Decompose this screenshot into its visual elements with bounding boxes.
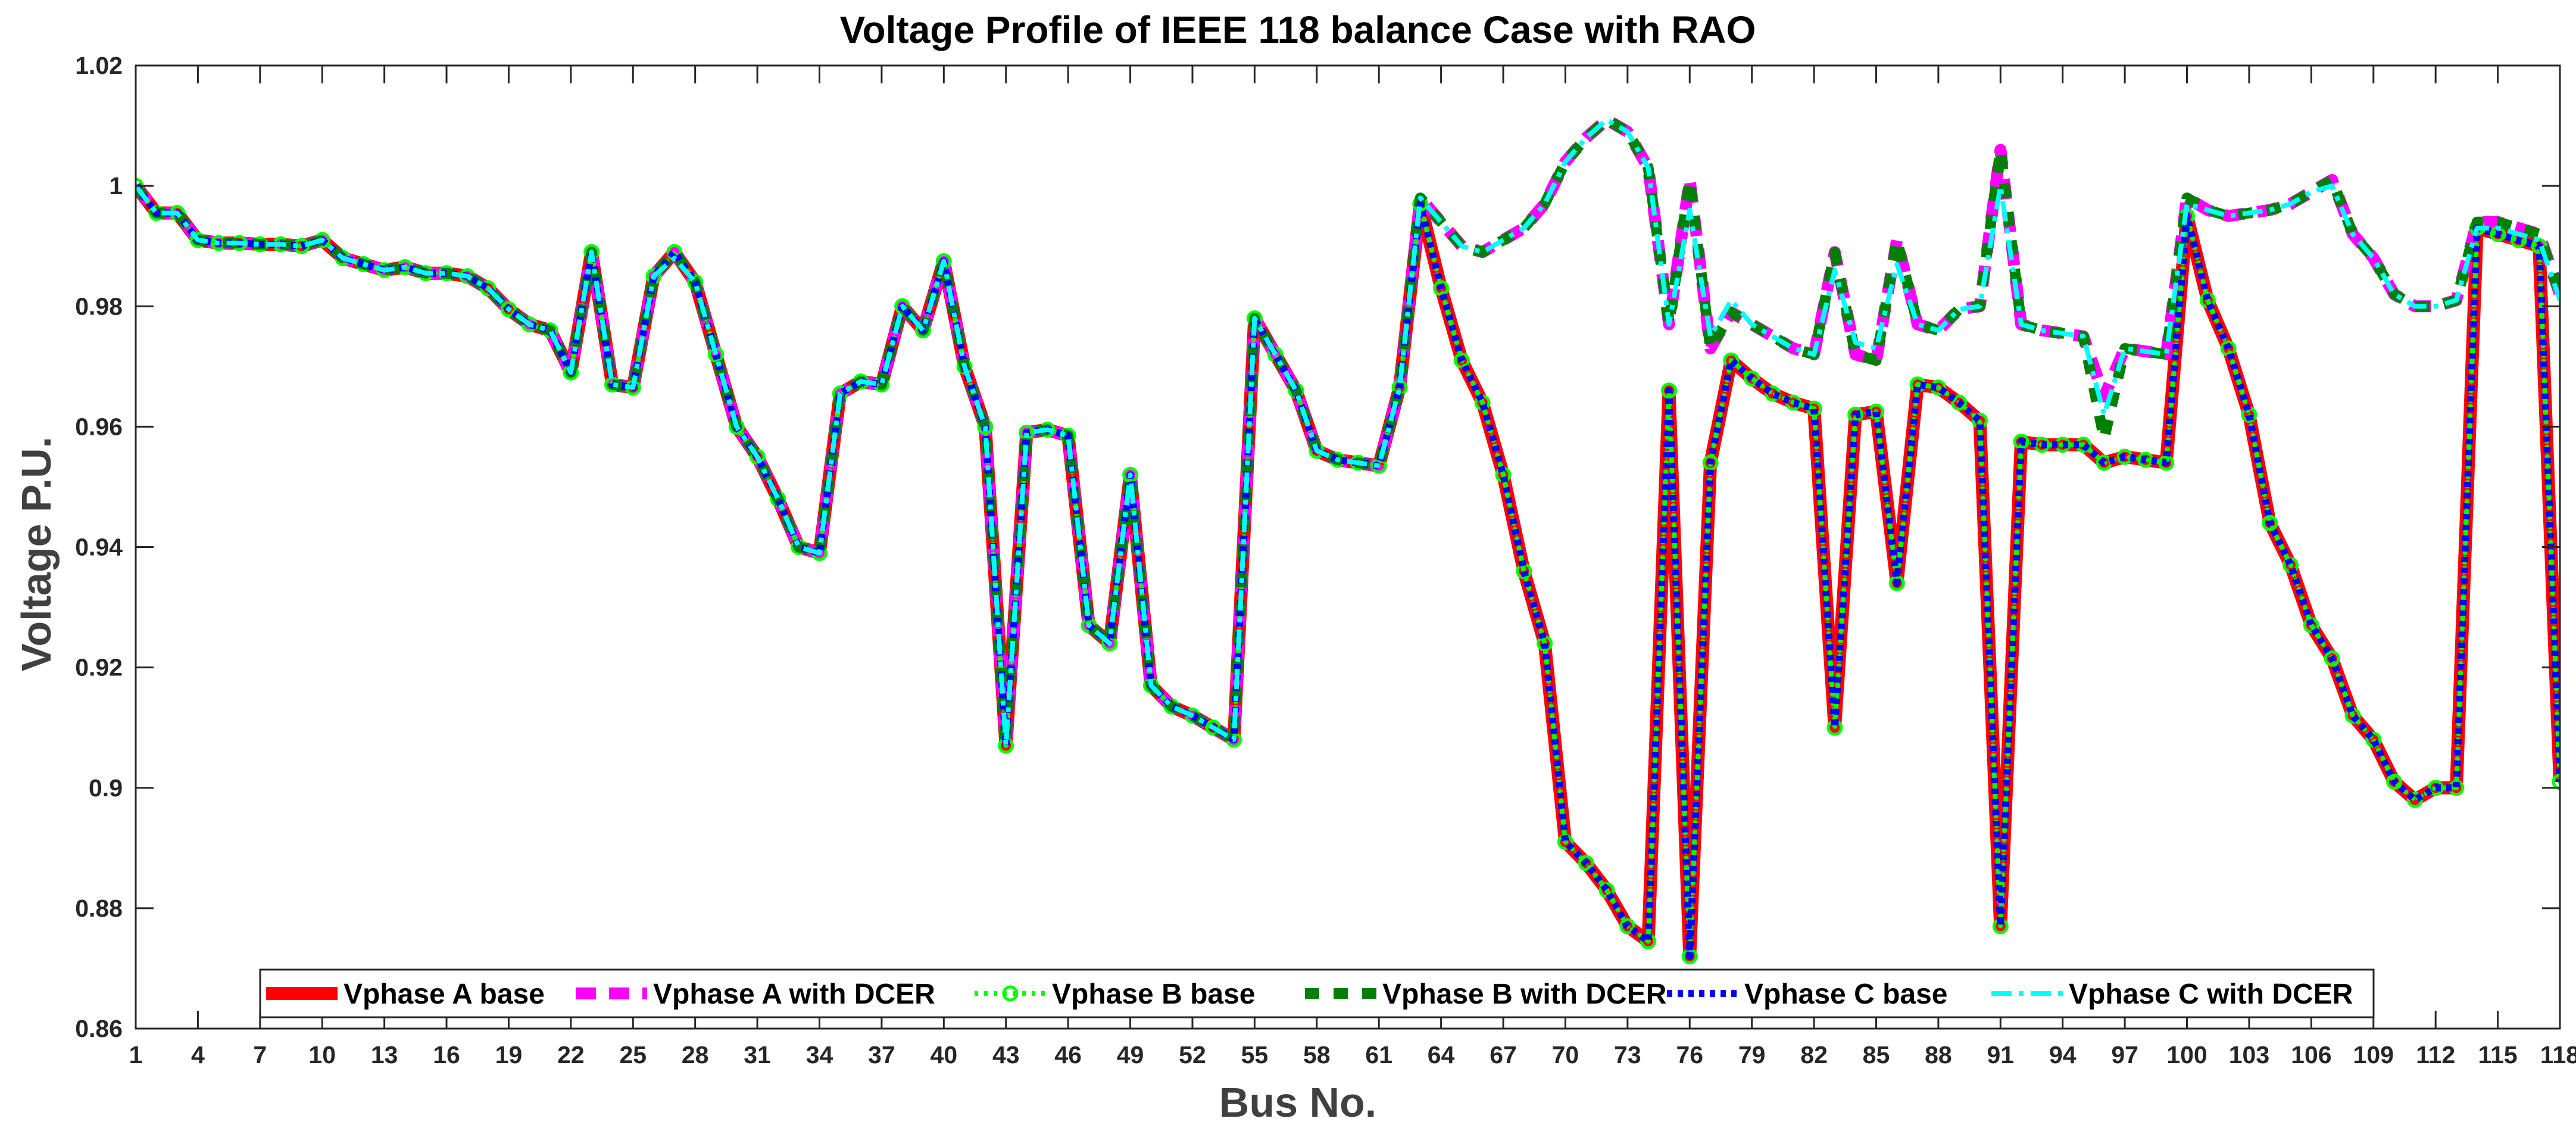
legend-label: Vphase B with DCER xyxy=(1382,979,1666,1010)
legend-label: Vphase A with DCER xyxy=(653,979,935,1010)
series-vphase-c-with-dcer xyxy=(136,117,2560,748)
y-tick-label: 1.02 xyxy=(75,52,123,79)
x-tick-label: 25 xyxy=(619,1041,647,1068)
x-tick-label: 94 xyxy=(2049,1041,2077,1068)
x-tick-label: 88 xyxy=(1925,1041,1952,1068)
legend-label: Vphase C with DCER xyxy=(2069,979,2353,1010)
x-tick-label: 70 xyxy=(1552,1041,1579,1068)
x-tick-label: 7 xyxy=(253,1041,267,1068)
legend-label: Vphase A base xyxy=(344,979,545,1010)
data-point xyxy=(2262,515,2278,531)
data-point xyxy=(1744,370,1760,387)
data-point xyxy=(1951,394,1968,411)
x-tick-label: 34 xyxy=(806,1041,833,1068)
data-point xyxy=(501,301,517,317)
axes-layer: 1 4 7 10 13 16 19 22 25 28 31 34 37 40 43 46 49 52 55 58 61 6… xyxy=(75,52,2576,1068)
x-tick-label: 85 xyxy=(1863,1041,1890,1068)
series-layer xyxy=(136,114,2560,965)
x-tick-label: 109 xyxy=(2353,1041,2394,1068)
legend-label: Vphase B base xyxy=(1052,979,1255,1010)
legend-marker xyxy=(1002,985,1019,1002)
x-axis-label: Bus No. xyxy=(1219,1079,1376,1126)
y-tick-label: 0.94 xyxy=(75,534,123,561)
x-tick-label: 67 xyxy=(1490,1041,1517,1068)
x-tick-label: 106 xyxy=(2291,1041,2331,1068)
x-tick-label: 100 xyxy=(2166,1041,2207,1068)
x-tick-label: 52 xyxy=(1179,1041,1206,1068)
x-tick-label: 31 xyxy=(744,1041,771,1068)
x-tick-label: 61 xyxy=(1365,1041,1392,1068)
x-tick-label: 40 xyxy=(931,1041,958,1068)
data-point xyxy=(1661,382,1677,399)
x-tick-label: 118 xyxy=(2540,1041,2576,1068)
legend-entry: Vphase C base xyxy=(1667,979,1947,1010)
data-point xyxy=(1122,466,1139,483)
y-tick-label: 0.86 xyxy=(75,1015,123,1042)
y-tick-label: 0.88 xyxy=(75,895,123,922)
x-tick-label: 112 xyxy=(2416,1041,2455,1068)
x-tick-label: 79 xyxy=(1738,1041,1766,1068)
x-tick-label: 4 xyxy=(191,1041,205,1068)
series-vphase-c-base xyxy=(136,183,2560,960)
x-tick-label: 10 xyxy=(308,1041,336,1068)
x-tick-label: 103 xyxy=(2229,1041,2269,1068)
x-tick-label: 28 xyxy=(682,1041,709,1068)
x-tick-label: 64 xyxy=(1428,1041,1455,1068)
x-tick-label: 49 xyxy=(1117,1041,1144,1068)
data-point xyxy=(2552,774,2560,790)
legend-entry: Vphase C with DCER xyxy=(1991,979,2353,1010)
legend-entry: Vphase B base xyxy=(975,979,1255,1010)
y-axis-label: Voltage P.U. xyxy=(13,437,60,671)
series-line xyxy=(136,183,2560,960)
x-tick-label: 82 xyxy=(1800,1041,1828,1068)
legend: Vphase A base Vphase A with DCER Vphase B … xyxy=(259,968,2375,1018)
x-tick-label: 73 xyxy=(1614,1041,1641,1068)
legend-entry: Vphase A with DCER xyxy=(576,979,935,1010)
x-tick-label: 97 xyxy=(2111,1041,2138,1068)
legend-entry: Vphase A base xyxy=(266,979,545,1010)
y-tick-label: 0.98 xyxy=(75,292,123,320)
y-tick-label: 0.92 xyxy=(75,654,123,681)
x-tick-label: 55 xyxy=(1241,1041,1269,1068)
x-tick-label: 91 xyxy=(1987,1041,2015,1068)
x-tick-label: 13 xyxy=(371,1041,398,1068)
y-tick-label: 0.9 xyxy=(89,774,123,802)
data-point xyxy=(1453,352,1470,369)
data-point xyxy=(1433,280,1450,297)
x-tick-label: 43 xyxy=(992,1041,1020,1068)
x-tick-label: 1 xyxy=(129,1041,143,1068)
y-tick-label: 1 xyxy=(109,172,123,200)
x-tick-label: 46 xyxy=(1054,1041,1082,1068)
y-tick-label: 0.96 xyxy=(75,413,123,440)
data-point xyxy=(2324,650,2340,666)
data-point xyxy=(1578,855,1594,871)
legend-label: Vphase C base xyxy=(1744,979,1947,1010)
x-tick-label: 16 xyxy=(433,1041,460,1068)
x-tick-label: 115 xyxy=(2478,1041,2518,1068)
x-tick-label: 76 xyxy=(1676,1041,1703,1068)
data-point xyxy=(1702,454,1719,471)
chart-title: Voltage Profile of IEEE 118 balance Case… xyxy=(840,8,1756,51)
data-point xyxy=(2386,774,2403,790)
x-tick-label: 37 xyxy=(868,1041,895,1068)
x-tick-label: 58 xyxy=(1303,1041,1331,1068)
x-tick-label: 19 xyxy=(495,1041,523,1068)
series-line xyxy=(136,117,2560,748)
legend-entry: Vphase B with DCER xyxy=(1305,979,1666,1010)
data-point xyxy=(1619,918,1636,934)
data-point xyxy=(1888,575,1905,591)
x-tick-label: 22 xyxy=(557,1041,585,1068)
